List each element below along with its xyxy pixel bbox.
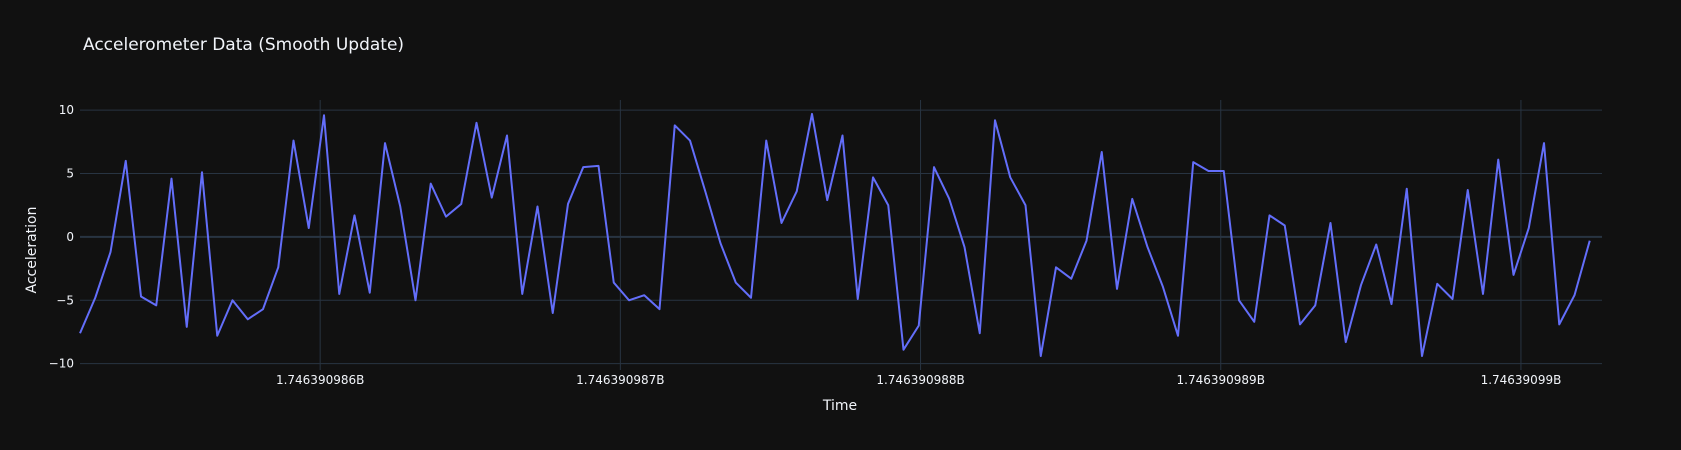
x-tick-label: 1.746390986B [276,373,364,387]
x-tick-label: 1.74639099B [1481,373,1562,387]
y-tick-label: −5 [56,293,74,307]
y-tick-label: −10 [49,357,74,371]
x-tick-label: 1.746390988B [876,373,964,387]
x-axis-title: Time [822,398,857,414]
line-layer [79,112,1591,358]
x-tick-label: 1.746390987B [576,373,664,387]
acceleration-series-line [79,112,1591,358]
y-tick-label: 5 [66,167,74,181]
y-axis-title: Acceleration [24,207,40,294]
y-tick-label: 0 [66,230,74,244]
x-tick-label: 1.746390989B [1177,373,1265,387]
tick-layer: 10 5 0 −5 −10 1.746390986B 1.746390987B 1.74639… [49,103,1562,387]
chart-title: Accelerometer Data (Smooth Update) [83,35,404,55]
y-tick-label: 10 [59,103,74,117]
